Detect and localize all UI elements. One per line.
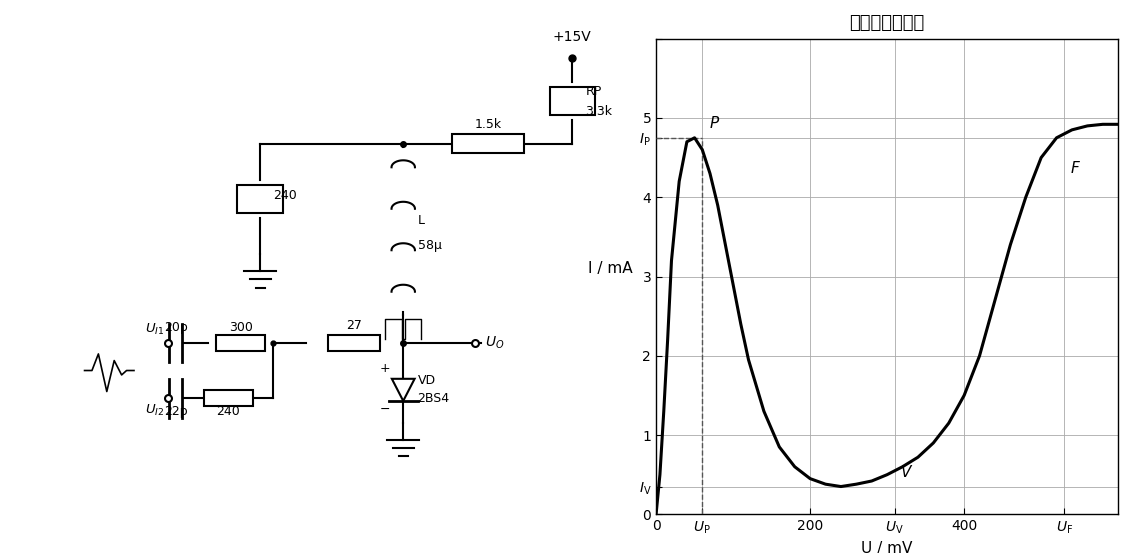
Text: $U_{O}$: $U_{O}$ bbox=[485, 335, 504, 351]
Text: +15V: +15V bbox=[553, 30, 592, 44]
Text: 1.5k: 1.5k bbox=[475, 118, 501, 131]
Text: 3.3k: 3.3k bbox=[585, 105, 613, 118]
Text: +: + bbox=[380, 362, 390, 375]
Text: 240: 240 bbox=[273, 189, 297, 202]
Y-axis label: I / mA: I / mA bbox=[589, 262, 633, 276]
X-axis label: U / mV: U / mV bbox=[861, 541, 913, 553]
Text: RP: RP bbox=[585, 85, 601, 98]
Text: L: L bbox=[418, 214, 424, 227]
Bar bbox=[452, 134, 524, 153]
Text: 2BS4: 2BS4 bbox=[418, 392, 450, 405]
Text: 22p: 22p bbox=[164, 405, 187, 418]
Text: V: V bbox=[901, 465, 912, 480]
Text: $U_{I1}$: $U_{I1}$ bbox=[145, 322, 164, 337]
Text: 27: 27 bbox=[347, 319, 363, 332]
Bar bbox=[329, 335, 380, 351]
Text: 300: 300 bbox=[228, 321, 252, 333]
Text: P: P bbox=[710, 116, 719, 131]
Text: $U_{I2}$: $U_{I2}$ bbox=[145, 403, 164, 418]
Text: VD: VD bbox=[418, 374, 436, 387]
Bar bbox=[217, 335, 265, 351]
Bar bbox=[550, 87, 596, 115]
Polygon shape bbox=[391, 379, 414, 401]
Text: 240: 240 bbox=[217, 405, 240, 418]
Text: −: − bbox=[380, 403, 390, 416]
Text: 20p: 20p bbox=[163, 321, 187, 333]
Bar bbox=[204, 390, 252, 406]
Text: 58μ: 58μ bbox=[418, 239, 442, 252]
Bar bbox=[237, 185, 283, 213]
Text: F: F bbox=[1070, 161, 1079, 176]
Title: 遂道管伏安曲线: 遂道管伏安曲线 bbox=[850, 14, 924, 32]
